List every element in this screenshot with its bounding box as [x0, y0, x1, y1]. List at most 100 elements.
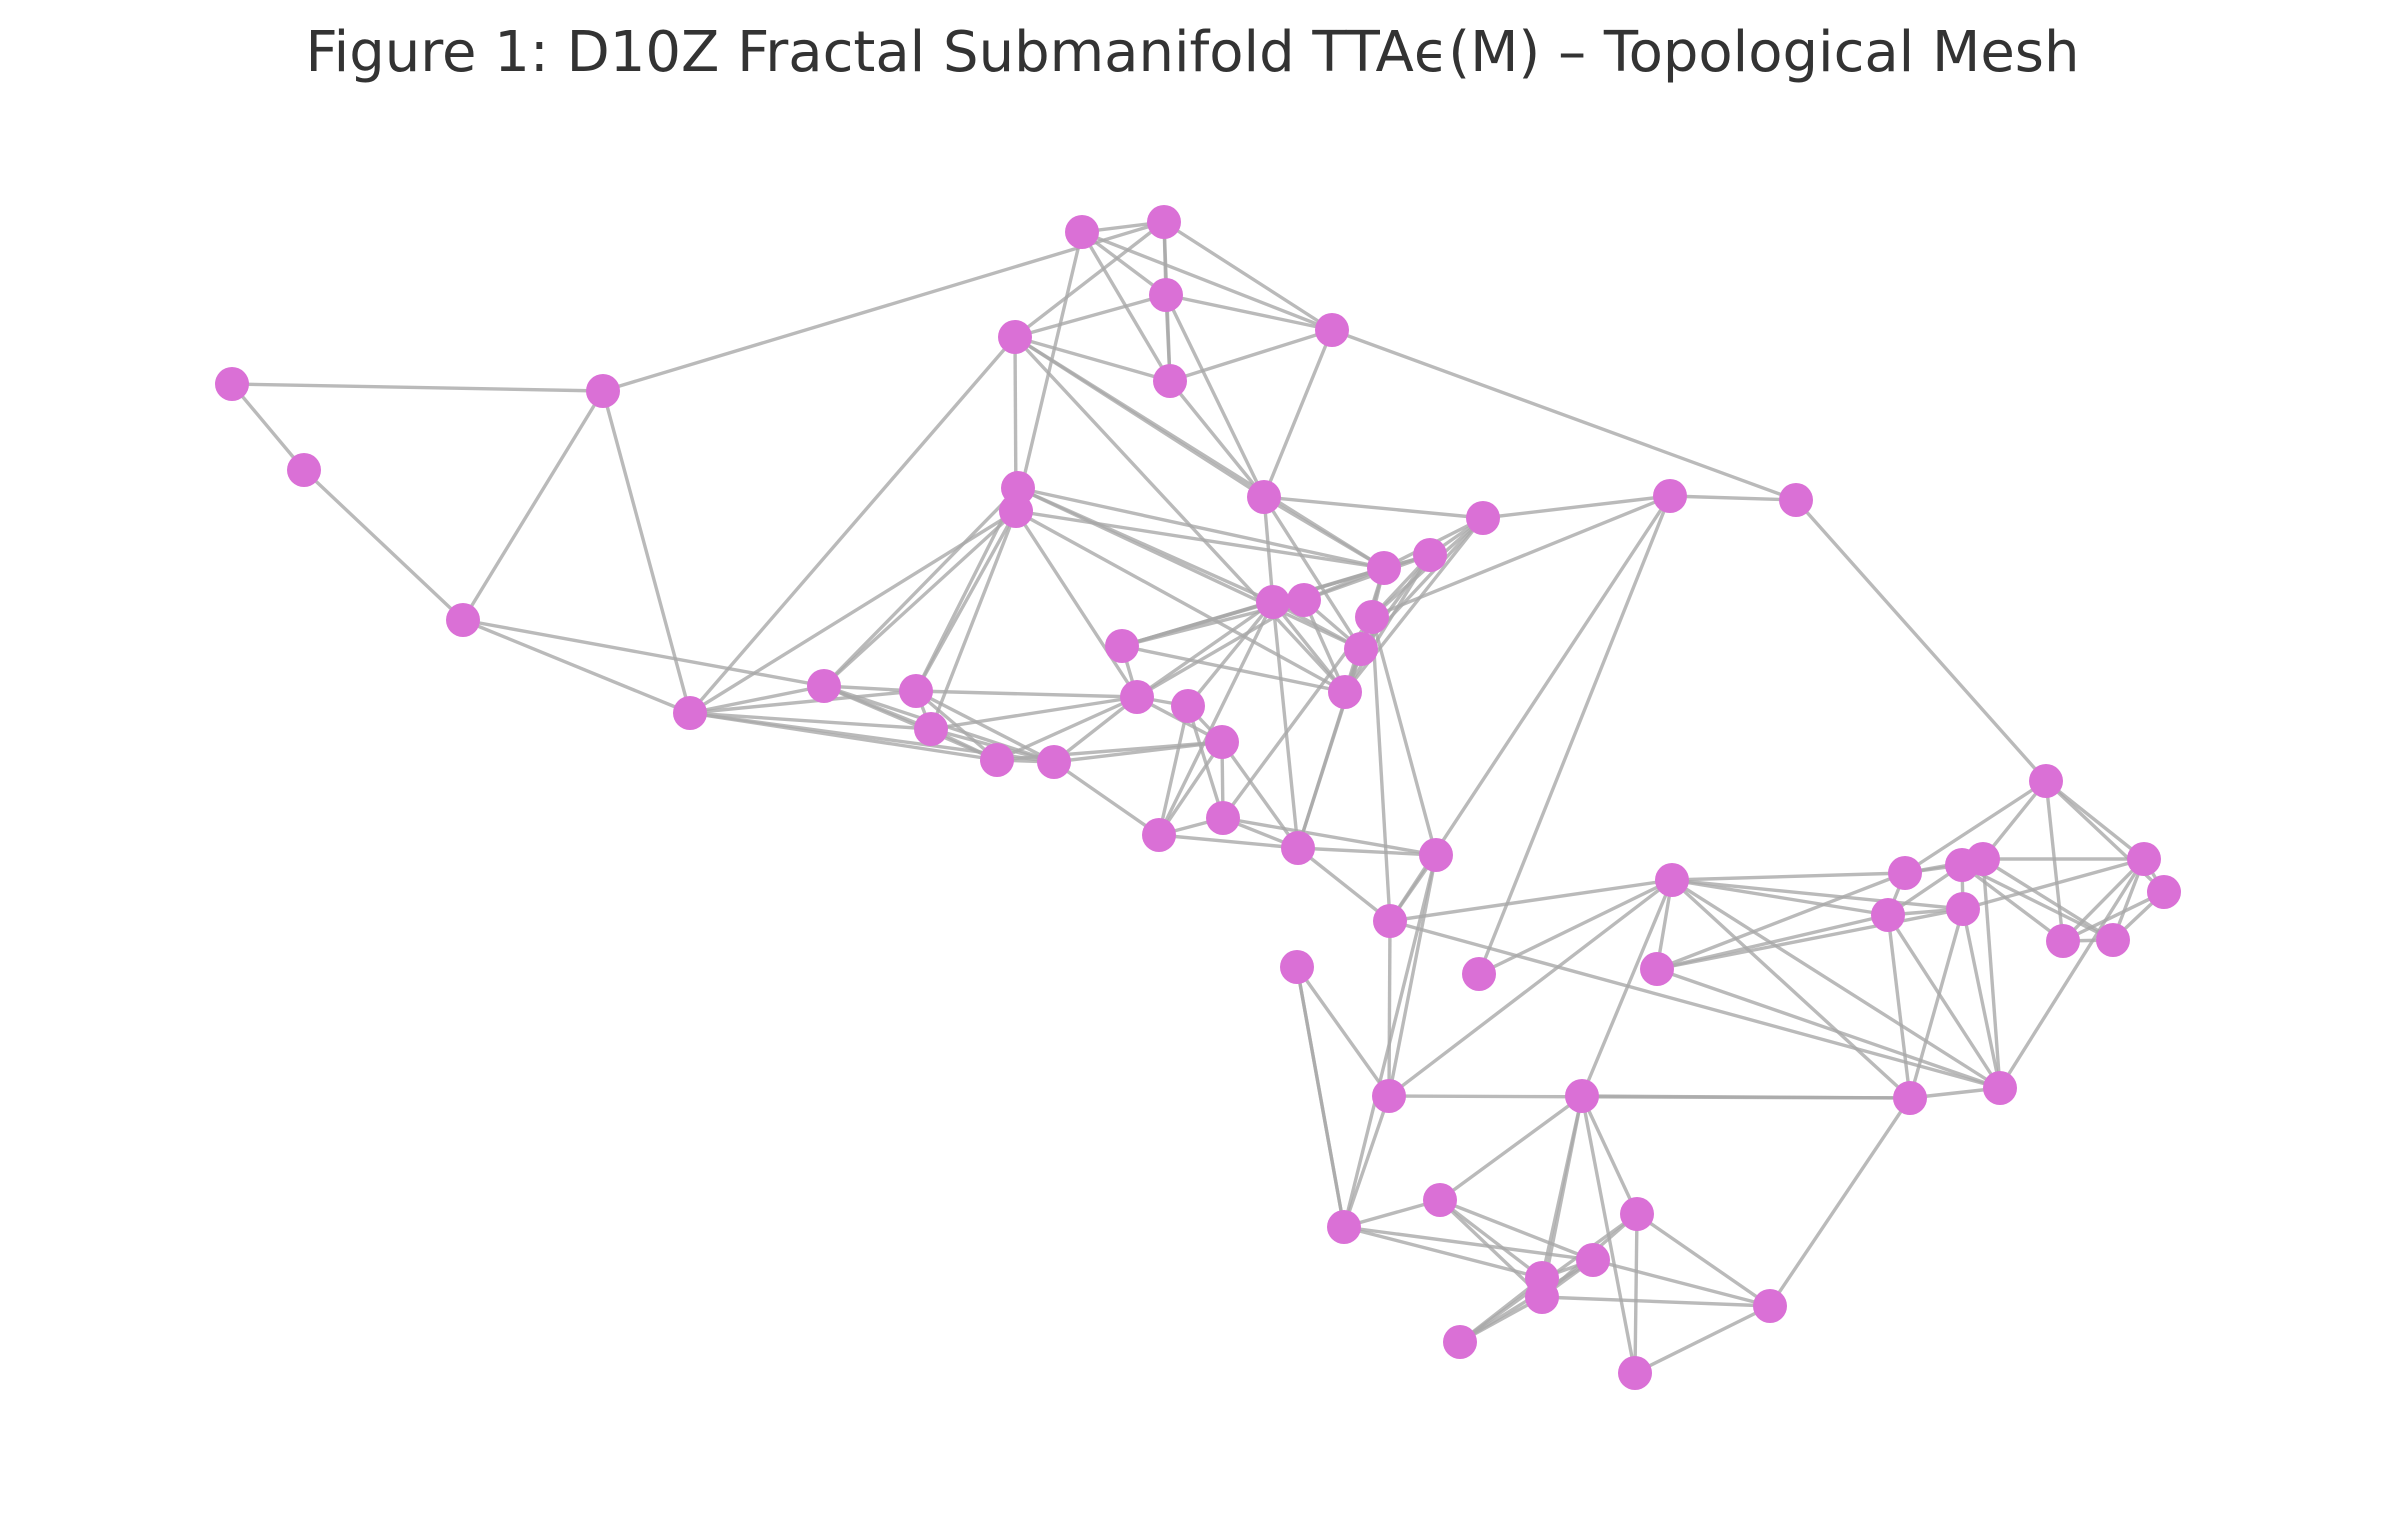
mesh-edge [1580, 879, 1674, 1097]
mesh-node [1256, 585, 1290, 619]
mesh-edge [1580, 1095, 1639, 1215]
mesh-edge [462, 618, 691, 715]
mesh-node [446, 603, 480, 637]
mesh-edge [1656, 967, 2001, 1090]
mesh-edge [1886, 914, 1912, 1099]
mesh-node [287, 453, 321, 487]
mesh-node [1247, 480, 1281, 514]
mesh-node [1618, 1356, 1652, 1390]
mesh-edge [1163, 220, 1333, 332]
mesh-node [673, 696, 707, 730]
mesh-edge [1164, 294, 1266, 498]
mesh-edge [602, 220, 1165, 393]
mesh-edge [1014, 293, 1167, 339]
mesh-edge [822, 486, 1020, 688]
mesh-edge [996, 695, 1138, 762]
mesh-node [1576, 1243, 1610, 1277]
mesh-edge [1186, 705, 1225, 819]
mesh-edge [2062, 890, 2165, 943]
mesh-node [1147, 205, 1181, 239]
mesh-edge [1331, 328, 1797, 502]
mesh-node [914, 712, 948, 746]
mesh-edge [302, 468, 465, 622]
mesh-node [1355, 600, 1389, 634]
mesh-edge [1670, 878, 1912, 1100]
mesh-node [1946, 892, 1980, 926]
mesh-edge [915, 689, 1138, 699]
mesh-edge [1671, 878, 2001, 1090]
mesh-edge [1438, 1198, 1544, 1280]
mesh-edge [915, 689, 1055, 764]
mesh-node [1281, 831, 1315, 865]
mesh-node [1328, 675, 1362, 709]
mesh-edge [1886, 914, 2002, 1089]
mesh-node [1640, 952, 1674, 986]
mesh-edge [1387, 878, 1674, 1098]
mesh-node [1753, 1289, 1787, 1323]
mesh-edge [1439, 1198, 1594, 1262]
figure-title: Figure 1: D10Z Fractal Submanifold TTAϵ(… [305, 20, 2080, 85]
mesh-node [899, 674, 933, 708]
mesh-edge [1671, 871, 1906, 882]
mesh-node [1120, 680, 1154, 714]
mesh-node [1287, 583, 1321, 617]
mesh-edges [230, 220, 2166, 1375]
mesh-node [1525, 1280, 1559, 1314]
mesh-edge [1669, 494, 1797, 502]
mesh-edge [1017, 486, 1385, 570]
mesh-edge [1478, 878, 1673, 976]
mesh-edge [1013, 335, 1347, 694]
mesh-edge [1296, 846, 1392, 923]
mesh-edge [1387, 920, 1392, 1097]
mesh-edge [1633, 1213, 1639, 1374]
mesh-edge [2061, 857, 2146, 943]
mesh-edge [1157, 705, 1190, 836]
mesh-node [1105, 629, 1139, 663]
mesh-edge [601, 390, 692, 714]
mesh-node [1419, 838, 1453, 872]
mesh-edge [688, 335, 1017, 715]
mesh-edge [689, 684, 825, 715]
mesh-node [1149, 278, 1183, 312]
mesh-node [1893, 1081, 1927, 1115]
mesh-edge [461, 390, 605, 621]
mesh-edge [1121, 644, 1346, 694]
mesh-edge [1794, 498, 2048, 783]
mesh-node [1620, 1197, 1654, 1231]
mesh-edge [1438, 1094, 1584, 1202]
mesh-edge [1981, 858, 2002, 1089]
mesh-edge [1656, 871, 1906, 971]
mesh-node [2046, 924, 2080, 958]
mesh-edge [1157, 741, 1224, 836]
mesh-edge [1297, 846, 1437, 857]
mesh-edge [1960, 863, 2065, 943]
mesh-node [1565, 1079, 1599, 1113]
mesh-node [2029, 764, 2063, 798]
mesh-edge [1053, 740, 1223, 764]
mesh-node [1315, 313, 1349, 347]
mesh-edge [1186, 600, 1275, 708]
mesh-node [1153, 364, 1187, 398]
mesh-node [2147, 875, 2181, 909]
mesh-node [1423, 1183, 1457, 1217]
mesh-edge [1961, 908, 2002, 1089]
mesh-edge [822, 509, 1018, 688]
mesh-node [1983, 1071, 2017, 1105]
mesh-edge [1263, 495, 1484, 520]
mesh-edge [1222, 816, 1437, 857]
mesh-edge [1158, 833, 1299, 850]
mesh-edge [929, 510, 1018, 730]
mesh-edge [230, 382, 306, 472]
mesh-node [215, 367, 249, 401]
mesh-node [1344, 632, 1378, 666]
mesh-node [1462, 957, 1496, 991]
mesh-edge [930, 695, 1138, 731]
mesh-edge [1541, 1295, 1771, 1308]
mesh-edge [1387, 854, 1438, 1097]
mesh-edge [1438, 1198, 1544, 1299]
mesh-edge [1136, 600, 1274, 699]
mesh-edge [689, 711, 932, 731]
mesh-edge [1477, 495, 1672, 975]
mesh-edge [462, 618, 825, 688]
mesh-node [1171, 689, 1205, 723]
